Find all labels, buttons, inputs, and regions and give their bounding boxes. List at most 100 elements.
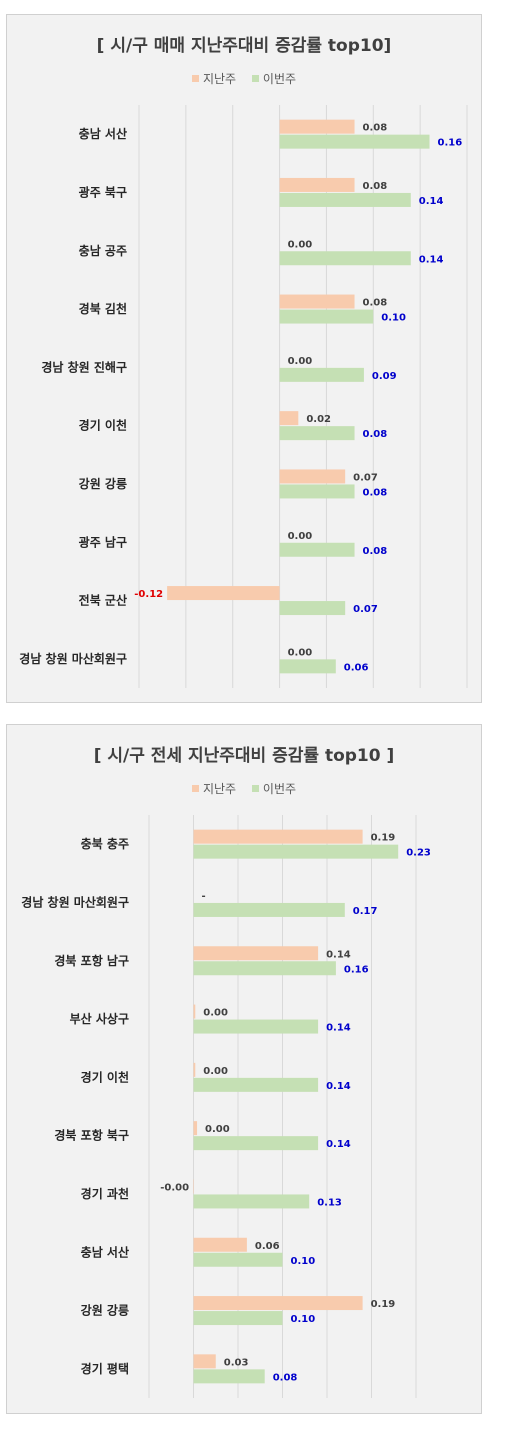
value-label-this-week: 0.10 (291, 1314, 316, 1325)
category-row: 충남 공주 0.00 0.14 (79, 239, 444, 266)
bar-this-week (193, 902, 345, 917)
bar-this-week (279, 192, 411, 207)
bar-last-week (279, 469, 346, 484)
bar-last-week (193, 1004, 196, 1019)
legend-swatch-this-week (251, 75, 259, 82)
category-row: 충남 서산 0.08 0.16 (79, 119, 463, 149)
gridlines (148, 815, 417, 1398)
bar-last-week (279, 411, 299, 426)
category-label: 전북 군산 (79, 593, 127, 608)
category-label: 강원 강릉 (79, 476, 127, 491)
value-label-this-week: 0.23 (406, 848, 431, 859)
value-label-last-week: 0.00 (288, 531, 313, 542)
category-label: 경기 이천 (79, 418, 127, 433)
legend-label-this-week: 이번주 (262, 72, 297, 86)
bar-this-week (279, 134, 430, 149)
value-label-this-week: 0.14 (419, 254, 444, 265)
bar-chart-jeonse: 충북 충주 0.19 0.23 경남 창원 마산회원구 - 0.17 경북 포항 남구 0.1… (21, 815, 431, 1398)
category-label: 경북 김천 (79, 301, 127, 316)
bar-this-week (193, 1077, 319, 1092)
value-label-last-week: 0.00 (288, 239, 313, 250)
bar-this-week (279, 659, 336, 674)
value-label-this-week: 0.14 (326, 1023, 351, 1034)
bar-this-week (193, 844, 399, 859)
legend-swatch-last-week (191, 75, 199, 82)
value-label-this-week: 0.06 (344, 662, 369, 673)
value-label-last-week: 0.02 (306, 414, 331, 425)
bar-last-week (193, 946, 319, 961)
chart-title: [ 시/구 전세 지난주대비 증감률 top10 ] (93, 746, 395, 766)
category-row: 경북 포항 북구 0.00 0.14 (54, 1121, 351, 1151)
category-label: 경기 평택 (81, 1361, 129, 1376)
bar-chart-sale: 충남 서산 0.08 0.16 광주 북구 0.08 0.14 충남 공주 0.00 0.14 경… (19, 105, 468, 688)
category-label: 광주 북구 (79, 184, 127, 199)
bar-last-week (167, 586, 280, 601)
value-label-last-week: 0.00 (203, 1066, 228, 1077)
category-row: 부산 사상구 0.00 0.14 (70, 1004, 351, 1034)
bar-this-week (279, 601, 346, 616)
category-row: 경북 김천 0.08 0.10 (79, 294, 406, 324)
legend-item-this-week: 이번주 (251, 780, 296, 797)
bar-last-week (193, 1121, 198, 1136)
value-label-last-week: 0.08 (363, 123, 388, 134)
bar-this-week (279, 309, 374, 324)
chart-panel-jeonse: [ 시/구 전세 지난주대비 증감률 top10 ] 지난주 이번주 충북 충주… (6, 724, 482, 1414)
bar-last-week (279, 177, 355, 192)
value-label-last-week: 0.03 (224, 1357, 249, 1368)
legend-label-last-week: 지난주 (202, 782, 237, 796)
value-label-this-week: 0.07 (353, 604, 378, 615)
bar-last-week (193, 1062, 196, 1077)
value-label-last-week: -0.12 (134, 589, 163, 600)
value-label-last-week: 0.08 (363, 298, 388, 309)
value-label-this-week: 0.08 (273, 1372, 298, 1383)
legend-item-last-week: 지난주 (191, 70, 237, 87)
category-row: 경남 창원 마산회원구 - 0.17 (21, 891, 378, 917)
legend-swatch-last-week (191, 785, 199, 792)
chart-legend: 지난주 이번주 (7, 780, 481, 797)
bar-this-week (193, 1311, 283, 1326)
value-label-this-week: 0.14 (419, 196, 444, 207)
category-label: 경기 이천 (81, 1069, 129, 1084)
bar-this-week (279, 484, 355, 499)
bar-last-week (193, 1354, 216, 1369)
category-label: 경남 창원 마산회원구 (21, 894, 129, 909)
bar-this-week (193, 961, 336, 976)
value-label-last-week: 0.06 (255, 1241, 280, 1252)
bar-last-week (193, 829, 363, 844)
legend-label-last-week: 지난주 (202, 72, 237, 86)
category-row: 경기 이천 0.02 0.08 (79, 411, 388, 441)
value-label-this-week: 0.09 (372, 371, 397, 382)
chart-panel-sale: [ 시/구 매매 지난주대비 증감률 top10] 지난주 이번주 충남 서산 0… (6, 14, 482, 703)
category-row: 경남 창원 마산회원구 0.00 0.06 (19, 647, 369, 674)
value-label-this-week: 0.10 (381, 313, 406, 324)
bar-last-week (279, 294, 355, 309)
value-label-last-week: 0.00 (288, 647, 313, 658)
value-label-last-week: - (202, 891, 206, 902)
category-label: 광주 남구 (79, 534, 127, 549)
legend-item-last-week: 지난주 (191, 780, 237, 797)
category-row: 광주 북구 0.08 0.14 (79, 177, 444, 207)
value-label-last-week: 0.08 (363, 181, 388, 192)
bar-last-week (193, 1296, 363, 1311)
value-label-this-week: 0.16 (344, 964, 369, 975)
value-label-this-week: 0.14 (326, 1081, 351, 1092)
value-label-this-week: 0.10 (291, 1256, 316, 1267)
gridlines (138, 105, 468, 688)
category-row: 경기 평택 0.03 0.08 (81, 1354, 298, 1384)
bar-this-week (279, 251, 411, 266)
value-label-last-week: 0.19 (371, 1299, 396, 1310)
value-label-this-week: 0.16 (438, 138, 463, 149)
chart-title: [ 시/구 매매 지난주대비 증감률 top10] (96, 36, 392, 56)
legend-swatch-this-week (251, 785, 259, 792)
bar-this-week (279, 367, 364, 382)
bar-last-week (279, 119, 355, 134)
category-label: 충남 공주 (79, 243, 127, 258)
value-label-this-week: 0.13 (317, 1197, 342, 1208)
value-label-last-week: 0.14 (326, 949, 351, 960)
value-label-this-week: 0.17 (353, 906, 378, 917)
category-label: 경남 창원 마산회원구 (19, 651, 127, 666)
value-label-this-week: 0.08 (363, 429, 388, 440)
bar-this-week (193, 1194, 310, 1209)
value-label-this-week: 0.08 (363, 546, 388, 557)
category-row: 강원 강릉 0.07 0.08 (79, 469, 387, 499)
